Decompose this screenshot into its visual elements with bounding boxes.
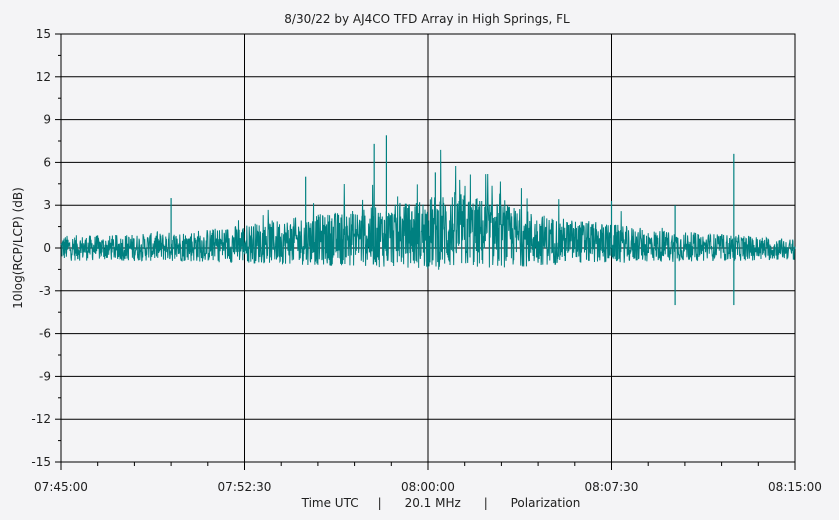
x-tick-label: 07:45:00 [34, 480, 88, 494]
x-tick-label: 08:07:30 [585, 480, 639, 494]
y-tick-label: -15 [31, 455, 51, 469]
x-axis-ticks: 07:45:00 07:52:30 08:00:00 08:07:30 08:15:00 [34, 462, 822, 494]
y-tick-label: 0 [43, 241, 51, 255]
spike-group [170, 135, 735, 306]
y-tick-label: -9 [39, 369, 51, 383]
x-axis-label: Time UTC | 20.1 MHz | Polarization [301, 496, 581, 510]
y-axis-label: 10log(RCP/LCP) (dB) [11, 187, 25, 309]
chart-title: 8/30/22 by AJ4CO TFD Array in High Sprin… [284, 12, 570, 26]
y-tick-label: 6 [43, 155, 51, 169]
y-tick-label: 12 [36, 70, 51, 84]
x-tick-label: 08:00:00 [401, 480, 455, 494]
y-tick-label: -6 [39, 327, 51, 341]
series-line [60, 149, 796, 270]
y-tick-label: 9 [43, 113, 51, 127]
x-tick-label: 07:52:30 [218, 480, 272, 494]
y-axis-ticks: 15 12 9 6 3 0 -3 -6 -9 -12 -15 [31, 27, 61, 469]
y-tick-label: 3 [43, 198, 51, 212]
y-tick-label: 15 [36, 27, 51, 41]
y-tick-label: -12 [31, 412, 51, 426]
y-tick-label: -3 [39, 284, 51, 298]
x-tick-label: 08:15:00 [768, 480, 822, 494]
